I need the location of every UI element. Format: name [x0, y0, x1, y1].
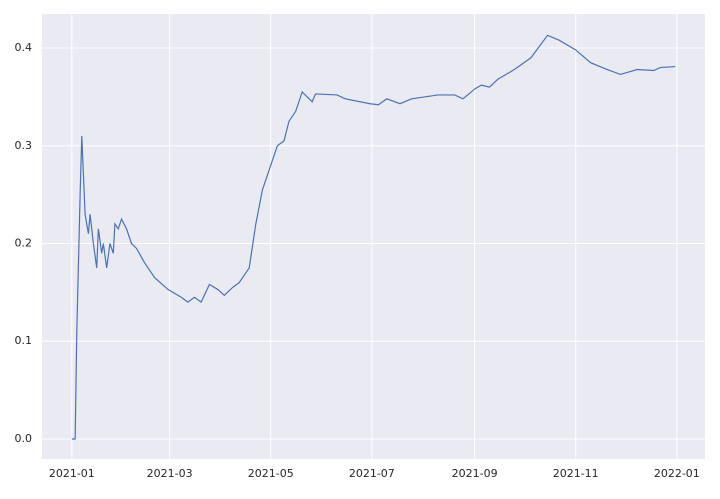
- x-tick-label: 2021-07: [349, 467, 395, 480]
- x-tick-label: 2021-05: [248, 467, 294, 480]
- line: [71, 34, 676, 440]
- x-tick-label: 2021-03: [147, 467, 193, 480]
- y-tick-label: 0.3: [15, 139, 33, 152]
- y-tick-label: 0.2: [15, 236, 33, 249]
- plot-area: [42, 14, 705, 459]
- x-tick-label: 2021-01: [49, 467, 95, 480]
- y-tick-label: 0.1: [15, 334, 33, 347]
- y-tick-label: 0.4: [15, 41, 33, 54]
- y-tick-label: 0.0: [15, 432, 33, 445]
- x-tick-label: 2021-11: [553, 467, 599, 480]
- x-tick-label: 2021-09: [452, 467, 498, 480]
- x-tick-label: 2022-01: [654, 467, 700, 480]
